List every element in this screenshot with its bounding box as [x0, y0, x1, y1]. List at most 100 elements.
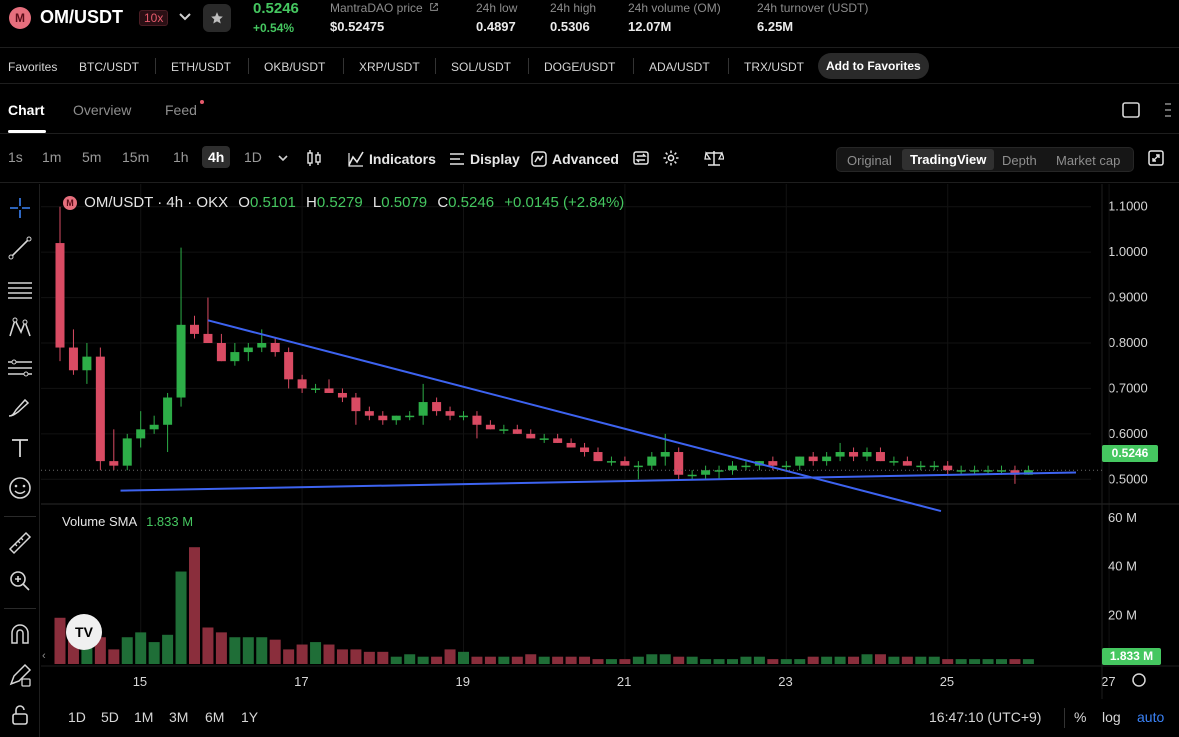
- range-1y[interactable]: 1Y: [241, 709, 259, 725]
- candle-body: [633, 465, 643, 468]
- volume-bar: [323, 644, 335, 664]
- candle-body: [176, 324, 186, 398]
- favorite-pair[interactable]: XRP/USDT: [359, 60, 420, 74]
- magnet-icon[interactable]: [6, 621, 34, 649]
- view-original[interactable]: Original: [847, 153, 892, 168]
- brush-icon[interactable]: [6, 394, 34, 422]
- volume-bar: [982, 659, 994, 664]
- timeframe-1s[interactable]: 1s: [8, 149, 23, 165]
- favorite-pair[interactable]: ADA/USDT: [649, 60, 710, 74]
- view-tradingview[interactable]: TradingView: [902, 149, 995, 170]
- divider: [248, 58, 249, 74]
- volume-bar: [189, 547, 200, 664]
- ruler-icon[interactable]: [6, 529, 34, 557]
- favorite-pair[interactable]: SOL/USDT: [451, 60, 512, 74]
- scale-icon[interactable]: [704, 149, 724, 167]
- percent-scale-toggle[interactable]: %: [1074, 709, 1087, 725]
- display-label: Display: [470, 151, 520, 167]
- candles-type-icon[interactable]: [305, 149, 323, 167]
- timeframe-1h[interactable]: 1h: [173, 149, 189, 165]
- tradingview-logo[interactable]: TV: [66, 614, 102, 650]
- timeframe-4h[interactable]: 4h: [202, 146, 231, 168]
- chart-canvas[interactable]: 1.1000 1.0000 0.9000 0.8000 0.7000 0.6000 0.50…: [41, 184, 1179, 699]
- candle-body: [929, 465, 939, 468]
- favorite-pair[interactable]: ETH/USDT: [171, 60, 231, 74]
- zoom-in-icon[interactable]: [6, 567, 34, 595]
- lock-drawing-icon[interactable]: [6, 661, 34, 689]
- price-chart[interactable]: 1.1000 1.0000 0.9000 0.8000 0.7000 0.6000 0.50…: [41, 184, 1179, 699]
- display-button[interactable]: Display: [448, 145, 520, 173]
- volume-bar: [1009, 659, 1021, 664]
- auto-scale-toggle[interactable]: auto: [1137, 709, 1165, 725]
- candle-body: [68, 347, 78, 371]
- favorite-pair[interactable]: OKB/USDT: [264, 60, 326, 74]
- timeframe-15m[interactable]: 15m: [122, 149, 150, 165]
- favorite-pair[interactable]: TRX/USDT: [744, 60, 804, 74]
- layout-toggle-icon[interactable]: [1122, 102, 1140, 118]
- volume-bar: [740, 656, 752, 664]
- fib-retracement-icon[interactable]: [6, 354, 34, 382]
- chevron-down-icon[interactable]: [276, 151, 290, 165]
- timeframe-5m[interactable]: 5m: [82, 149, 102, 165]
- tab-feed[interactable]: Feed: [165, 102, 197, 118]
- chevron-down-icon[interactable]: [176, 6, 194, 28]
- current-price-label: 0.5246: [1102, 445, 1158, 462]
- range-1d[interactable]: 1D: [68, 709, 86, 725]
- favorite-pair[interactable]: DOGE/USDT: [544, 60, 616, 74]
- candle-body: [499, 429, 509, 431]
- volume-bar: [659, 654, 671, 664]
- view-market-cap[interactable]: Market cap: [1056, 153, 1121, 168]
- indicators-label: Indicators: [369, 151, 436, 167]
- crosshair-icon[interactable]: [6, 194, 34, 222]
- indicators-icon: [348, 151, 364, 167]
- fullscreen-icon[interactable]: [1147, 149, 1165, 167]
- legend-close: 0.5246: [448, 194, 495, 211]
- view-depth[interactable]: Depth: [1002, 153, 1037, 168]
- favorite-pair[interactable]: BTC/USDT: [79, 60, 139, 74]
- legend-low-label: L: [372, 194, 382, 211]
- trend-line-icon[interactable]: [6, 234, 34, 262]
- indicators-button[interactable]: Indicators: [347, 145, 436, 173]
- advanced-button[interactable]: Advanced: [530, 145, 619, 173]
- volume-bar: [256, 637, 268, 664]
- range-5d[interactable]: 5D: [101, 709, 119, 725]
- more-menu-icon[interactable]: [1163, 100, 1173, 120]
- timeframe-1m[interactable]: 1m: [42, 149, 62, 165]
- range-6m[interactable]: 6M: [205, 709, 225, 725]
- pair-selector[interactable]: OM/USDT: [40, 7, 123, 27]
- range-1m[interactable]: 1M: [134, 709, 154, 725]
- candle-body: [526, 433, 536, 439]
- collapse-arrow-icon[interactable]: ‹: [42, 650, 46, 662]
- candle-body: [606, 461, 616, 463]
- divider: [4, 608, 36, 609]
- favorite-star-button[interactable]: [203, 4, 231, 32]
- gear-icon[interactable]: [662, 149, 680, 167]
- legend-symbol: OM/USDT · 4h · OKX: [84, 194, 229, 211]
- range-3m[interactable]: 3M: [169, 709, 189, 725]
- candle-body: [539, 438, 549, 440]
- candle-body: [875, 452, 885, 462]
- volume-bar: [996, 659, 1007, 664]
- external-link-icon[interactable]: [429, 2, 439, 12]
- tab-overview[interactable]: Overview: [73, 102, 132, 118]
- trend-line-descending: [207, 319, 942, 513]
- add-to-favorites-button[interactable]: Add to Favorites: [818, 53, 929, 79]
- tab-chart[interactable]: Chart: [8, 102, 45, 118]
- pattern-icon[interactable]: [6, 314, 34, 342]
- emoji-icon[interactable]: [6, 474, 34, 502]
- divider: [633, 58, 634, 74]
- sma-value: 1.833 M: [146, 514, 194, 529]
- chart-view-switch: Original TradingView Depth Market cap: [836, 147, 1134, 172]
- ticker-header: M OM/USDT 10x 0.5246 +0.54% MantraDAO pr…: [0, 0, 1179, 48]
- chart-settings-icon[interactable]: [1132, 673, 1146, 687]
- swap-icon[interactable]: [632, 149, 650, 167]
- volume-bar: [713, 659, 725, 664]
- timeframe-1d[interactable]: 1D: [244, 149, 262, 165]
- text-tool-icon[interactable]: [6, 434, 34, 462]
- horizontal-lines-icon[interactable]: [6, 276, 34, 304]
- candle-body: [297, 379, 307, 389]
- log-scale-toggle[interactable]: log: [1102, 709, 1121, 725]
- lock-icon[interactable]: [6, 701, 34, 729]
- time-axis-label: 27: [1101, 674, 1115, 689]
- candle-body: [768, 461, 778, 466]
